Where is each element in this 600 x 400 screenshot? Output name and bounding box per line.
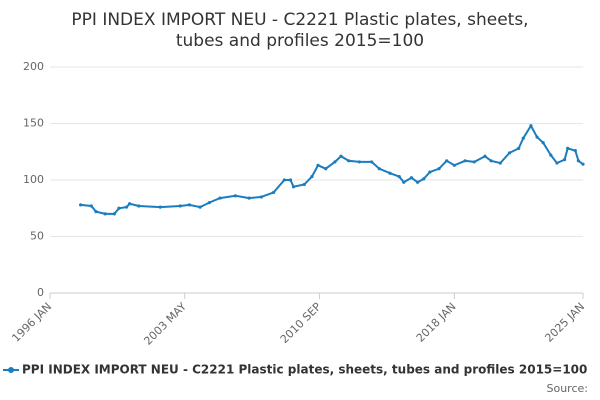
data-point — [541, 141, 545, 145]
data-point — [291, 185, 296, 189]
source: Source: — [547, 382, 589, 395]
data-point — [428, 170, 432, 174]
data-point — [207, 201, 211, 205]
data-point — [218, 196, 222, 200]
y-tick-label: 0 — [37, 286, 44, 299]
data-point — [483, 154, 487, 158]
data-point — [452, 163, 456, 167]
data-point — [409, 176, 414, 180]
data-point — [103, 212, 107, 216]
data-point — [422, 177, 426, 181]
data-point — [233, 194, 237, 198]
data-point — [310, 175, 314, 179]
data-point — [472, 160, 476, 164]
data-point — [445, 159, 449, 163]
y-tick-label: 50 — [30, 230, 44, 243]
chart-title: PPI INDEX IMPORT NEU - C2221 Plastic pla… — [71, 10, 528, 30]
data-point — [79, 203, 83, 207]
data-point — [316, 163, 320, 167]
data-point — [463, 159, 467, 163]
data-point — [549, 153, 553, 157]
data-point — [517, 146, 521, 150]
data-point — [437, 167, 441, 171]
data-point — [89, 204, 93, 208]
data-point — [333, 160, 337, 164]
data-point — [576, 159, 581, 163]
data-point — [397, 175, 401, 179]
data-point — [128, 202, 132, 206]
x-tick-label: 2018 JAN — [414, 300, 459, 345]
data-point — [124, 205, 129, 209]
data-point — [581, 162, 585, 166]
data-point — [498, 161, 502, 165]
x-tick-label: 2003 MAY — [141, 300, 189, 348]
data-point — [112, 212, 116, 216]
data-point — [282, 178, 286, 182]
data-point — [288, 178, 293, 182]
y-tick-label: 100 — [23, 173, 44, 186]
data-point — [347, 159, 351, 163]
data-point — [357, 160, 361, 164]
x-tick-label: 1996 JAN — [9, 300, 54, 345]
data-point — [324, 167, 328, 171]
data-point — [339, 154, 343, 158]
data-point — [370, 160, 374, 164]
data-point — [573, 149, 577, 153]
x-tick-label: 2025 JAN — [542, 300, 587, 345]
legend-marker — [8, 367, 14, 373]
data-point — [566, 146, 570, 150]
data-point — [388, 171, 392, 175]
data-point — [259, 195, 263, 199]
y-tick-label: 150 — [23, 117, 44, 130]
data-point — [94, 210, 98, 214]
data-point — [521, 136, 525, 140]
data-point — [507, 151, 512, 155]
data-point — [187, 203, 191, 207]
data-point — [272, 190, 276, 195]
data-point — [555, 161, 559, 165]
data-point — [247, 196, 251, 200]
data-point — [535, 135, 539, 139]
chart-title: tubes and profiles 2015=100 — [176, 31, 424, 51]
data-point — [198, 205, 202, 209]
data-point — [377, 167, 381, 171]
data-point — [137, 204, 141, 208]
data-point — [415, 180, 420, 184]
data-line — [80, 123, 584, 215]
data-point — [158, 205, 162, 209]
data-point — [117, 206, 121, 210]
data-point — [489, 159, 493, 163]
data-point — [402, 180, 406, 184]
data-point — [563, 158, 567, 162]
data-point — [302, 182, 306, 187]
data-point — [178, 204, 182, 208]
legend-label: PPI INDEX IMPORT NEU - C2221 Plastic pla… — [22, 363, 587, 377]
data-point — [529, 124, 533, 128]
y-tick-label: 200 — [23, 60, 44, 73]
x-tick-label: 2010 SEP — [278, 300, 324, 346]
